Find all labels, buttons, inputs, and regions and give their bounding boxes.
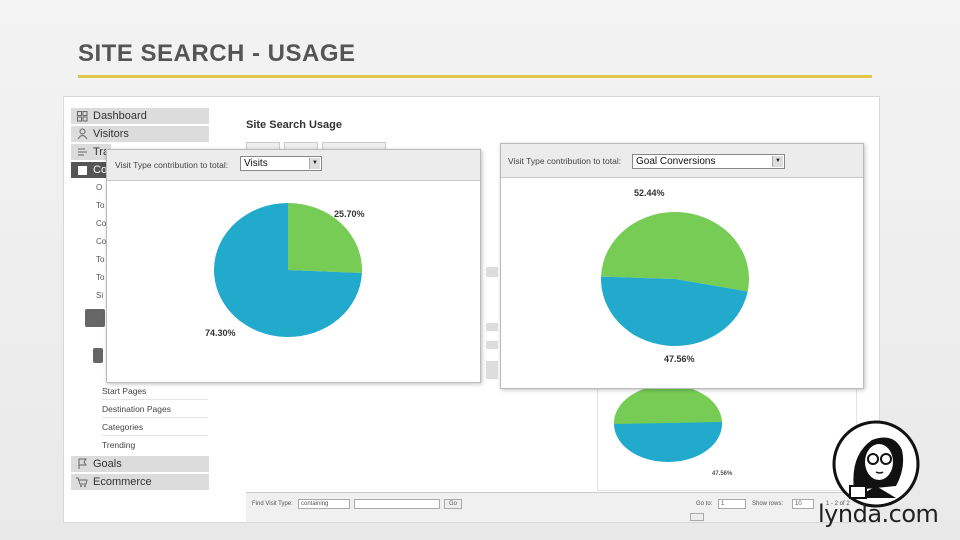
sidebar-section-ecommerce[interactable]: Ecommerce: [71, 474, 209, 490]
flag-icon: [76, 458, 88, 470]
range-text: 1 - 2 of 2: [826, 501, 850, 507]
table-footer-bar: Find Visit Type: containing Go Go to: 1 …: [246, 492, 879, 522]
show-rows-label: Show rows:: [752, 501, 784, 507]
sidebar-item-trending[interactable]: Trending: [102, 440, 136, 450]
sidebar-section-traffic[interactable]: Tra: [71, 144, 111, 160]
pie-label-blue: 74.30%: [205, 328, 236, 338]
filter-select[interactable]: containing: [298, 499, 350, 509]
table-scroll-stub: [486, 267, 498, 277]
goto-label: Go to:: [696, 501, 713, 507]
pie-label-green: 52.44%: [634, 188, 665, 198]
metric-select[interactable]: Visits ▼: [240, 156, 322, 171]
sidebar-section-label: Ecommerce: [93, 476, 152, 488]
next-page-button[interactable]: [690, 513, 704, 521]
sidebar-item-content-2[interactable]: To: [96, 201, 105, 210]
sidebar-item-content-1[interactable]: O: [96, 183, 103, 192]
sidebar-item-content-5[interactable]: To: [96, 255, 105, 264]
metric-select-value: Goal Conversions: [636, 156, 716, 167]
pie-chart-goal-conversions: [601, 212, 749, 347]
go-button[interactable]: Go: [444, 499, 463, 509]
sidebar-section-label: Tra: [93, 146, 110, 158]
sidebar-section-label: Dashboard: [93, 110, 147, 122]
contribution-label: Visit Type contribution to total:: [115, 160, 229, 170]
pie-label-green: 25.70%: [334, 209, 365, 219]
sidebar-section-dashboard[interactable]: Dashboard: [71, 108, 209, 124]
pie-slice-1[interactable]: [214, 203, 362, 337]
panel-header: Visit Type contribution to total: Goal C…: [501, 144, 863, 178]
sidebar-item-content-4[interactable]: Co: [96, 237, 107, 246]
pie-panel-goal-conversions: Visit Type contribution to total: Goal C…: [500, 143, 864, 389]
lynda-wordmark: lynda.com: [818, 500, 939, 528]
lynda-logo-icon: [832, 420, 920, 508]
pie-slice-0[interactable]: [288, 203, 362, 273]
show-rows-select[interactable]: 10: [792, 499, 814, 509]
pie-slice-0[interactable]: [601, 212, 749, 292]
sidebar-section-visitors[interactable]: Visitors: [71, 126, 209, 142]
person-icon: [76, 128, 88, 140]
title-rule: [78, 75, 872, 78]
sidebar-item-categories[interactable]: Categories: [102, 422, 208, 436]
analytics-screenshot: Dashboard Visitors Tra Co O To Co Co To …: [63, 96, 880, 523]
content-icon: [76, 164, 88, 176]
dashboard-icon: [76, 110, 88, 122]
sidebar-item-content-6[interactable]: To: [96, 273, 105, 282]
background-pie-svg: [613, 384, 722, 462]
sidebar-section-goals[interactable]: Goals: [71, 456, 209, 472]
background-pie-label: 47.56%: [712, 471, 733, 477]
traffic-icon: [76, 146, 88, 158]
table-scroll-stub: [486, 341, 498, 349]
pie-chart-visits: [214, 203, 362, 337]
sidebar-item-destination-pages[interactable]: Destination Pages: [102, 404, 208, 418]
background-pie-chart: [597, 383, 857, 491]
metric-select[interactable]: Goal Conversions ▼: [632, 154, 785, 169]
page-title: Site Search Usage: [246, 119, 342, 131]
chevron-down-icon[interactable]: ▼: [309, 158, 320, 169]
sidebar-section-content[interactable]: Co: [71, 162, 111, 178]
slide-title: SITE SEARCH - USAGE: [78, 40, 356, 67]
contribution-label: Visit Type contribution to total:: [508, 156, 622, 166]
site-search-icon: [85, 309, 105, 327]
chevron-down-icon[interactable]: ▼: [772, 156, 783, 167]
filter-input[interactable]: [354, 499, 440, 509]
table-scroll-stub: [486, 323, 498, 331]
cart-icon: [76, 476, 88, 488]
sidebar-item-site-search[interactable]: Si: [96, 291, 104, 300]
sidebar-item-start-pages[interactable]: Start Pages: [102, 386, 208, 400]
sidebar-section-label: Visitors: [93, 128, 129, 140]
pie-panel-visits: Visit Type contribution to total: Visits…: [106, 149, 481, 383]
pie-label-blue: 47.56%: [664, 354, 695, 364]
goto-input[interactable]: 1: [718, 499, 746, 509]
panel-header: Visit Type contribution to total: Visits…: [107, 150, 480, 181]
sidebar-item-content-3[interactable]: Co: [96, 219, 107, 228]
sidebar-section-label: Goals: [93, 458, 122, 470]
sidebar-section-label: Co: [93, 164, 108, 176]
filter-label: Find Visit Type:: [252, 501, 293, 507]
metric-select-value: Visits: [244, 158, 268, 169]
table-scroll-stub: [486, 361, 498, 379]
pie-slice-1[interactable]: [601, 276, 748, 347]
usage-item-marker: [93, 348, 103, 363]
